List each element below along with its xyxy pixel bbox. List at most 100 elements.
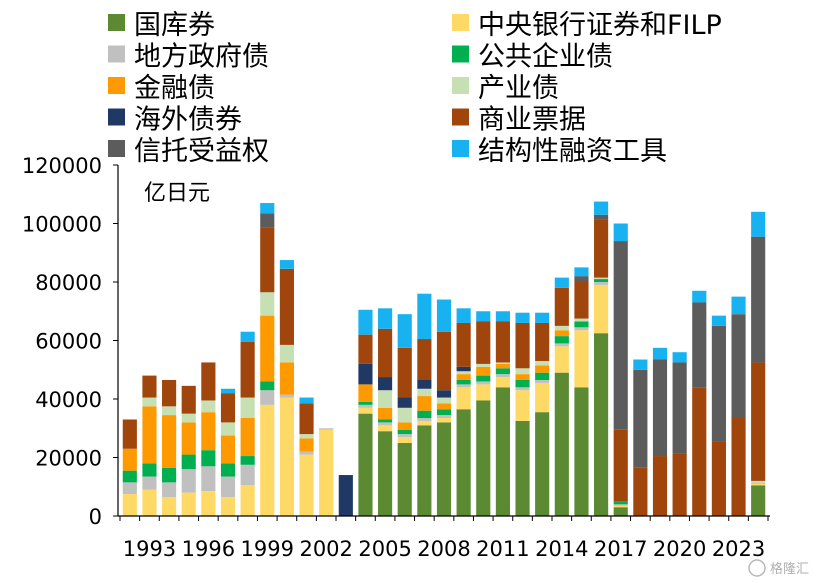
legend-swatch	[452, 140, 469, 157]
legend-label: 信托受益权	[134, 136, 269, 167]
bar-segment	[358, 334, 373, 364]
x-tick-label: 2005	[358, 537, 411, 561]
bar-segment	[299, 434, 314, 439]
bar-segment	[751, 211, 766, 237]
bar-segment	[652, 359, 668, 457]
x-tick-label: 1993	[123, 537, 176, 561]
y-axis-ticks: 0 20000 40000 60000 80000 100000 120000	[22, 154, 118, 529]
bar-segment	[142, 463, 157, 477]
bar-segment	[240, 456, 255, 465]
bar-segment	[554, 346, 569, 373]
bar-segment	[574, 318, 589, 322]
legend-swatch	[108, 45, 125, 63]
bar-segment	[240, 331, 255, 342]
bar-segment	[594, 333, 609, 516]
bar-segment	[476, 375, 491, 382]
bar-segment	[554, 287, 569, 326]
bar-segment	[495, 363, 510, 369]
bar-segment	[220, 435, 236, 464]
bar-segment	[417, 388, 432, 397]
bar-segment	[358, 413, 373, 517]
bar-segment	[260, 404, 275, 516]
bar-segment	[338, 475, 353, 516]
bar-segment	[554, 330, 569, 337]
bar-segment	[751, 480, 766, 483]
bar-segment	[515, 312, 530, 323]
bar-segment	[456, 384, 471, 388]
bar-segment	[456, 366, 471, 372]
x-tick-label: 2017	[594, 537, 647, 561]
bar-segment	[181, 422, 196, 455]
legend-label: 国库券	[134, 10, 215, 41]
bar-segment	[633, 467, 648, 516]
legend-label: 商业票据	[478, 105, 586, 136]
bar-segment	[476, 400, 491, 516]
bar-segment	[397, 407, 412, 423]
bar-segment	[495, 377, 510, 388]
bar-segment	[633, 369, 648, 468]
bar-segment	[476, 384, 491, 401]
bar-segment	[594, 284, 609, 334]
legend-label: 金融债	[134, 73, 215, 104]
bar-segment	[397, 437, 412, 443]
bar-segment	[652, 347, 668, 360]
bar-segment	[260, 213, 275, 228]
bar-segment	[613, 505, 628, 508]
bar-segment	[358, 404, 373, 408]
bar-segment	[515, 379, 530, 388]
bar-segment	[574, 276, 589, 282]
bar-segment	[554, 325, 569, 331]
bar-segment	[358, 309, 373, 335]
bar-segment	[162, 467, 177, 483]
bar-segment	[162, 406, 177, 416]
bar-segment	[554, 277, 569, 288]
bar-segment	[711, 315, 726, 326]
bar-segment	[260, 227, 275, 293]
bar-segment	[417, 396, 432, 411]
bar-segment	[397, 442, 412, 517]
bar-segment	[240, 464, 255, 486]
bar-segment	[201, 450, 216, 467]
bar-segment	[574, 327, 589, 331]
bar-segment	[574, 330, 589, 388]
bar-segment	[417, 293, 432, 340]
legend-swatch	[108, 108, 125, 126]
bar-segment	[515, 374, 530, 380]
bar-segment	[201, 491, 216, 516]
bar-segment	[731, 314, 746, 419]
bar-segment	[692, 302, 707, 388]
bar-segment	[456, 371, 471, 375]
bar-segment	[299, 403, 314, 435]
bar-segment	[495, 387, 510, 516]
bar-segment	[299, 451, 314, 455]
x-tick-label: 2008	[417, 537, 470, 561]
bar-segment	[692, 290, 707, 303]
bar-segment	[397, 429, 412, 435]
x-tick-label: 2014	[535, 537, 588, 561]
y-tick-label: 60000	[35, 330, 102, 354]
bar-segment	[162, 379, 177, 407]
bar-segment	[122, 419, 137, 449]
y-tick-label: 0	[89, 505, 102, 529]
bar-segment	[515, 368, 530, 375]
bar-segment	[574, 267, 589, 277]
bar-segment	[397, 422, 412, 430]
bar-segment	[201, 412, 216, 451]
bar-segment	[535, 412, 550, 516]
bar-segment	[220, 463, 236, 477]
legend-swatch	[452, 77, 469, 94]
legend-swatch	[108, 140, 125, 157]
bar-segment	[574, 282, 589, 319]
bar-segment	[456, 374, 471, 380]
bar-segment	[751, 362, 766, 481]
bar-segment	[574, 387, 589, 516]
bar-segment	[201, 362, 216, 401]
bar-segment	[181, 469, 196, 493]
bar-segment	[358, 401, 373, 405]
bar-segment	[515, 390, 530, 421]
bar-segment	[594, 277, 609, 280]
bar-segment	[456, 308, 471, 323]
y-tick-label: 100000	[22, 213, 102, 237]
x-tick-label: 2011	[476, 537, 529, 561]
